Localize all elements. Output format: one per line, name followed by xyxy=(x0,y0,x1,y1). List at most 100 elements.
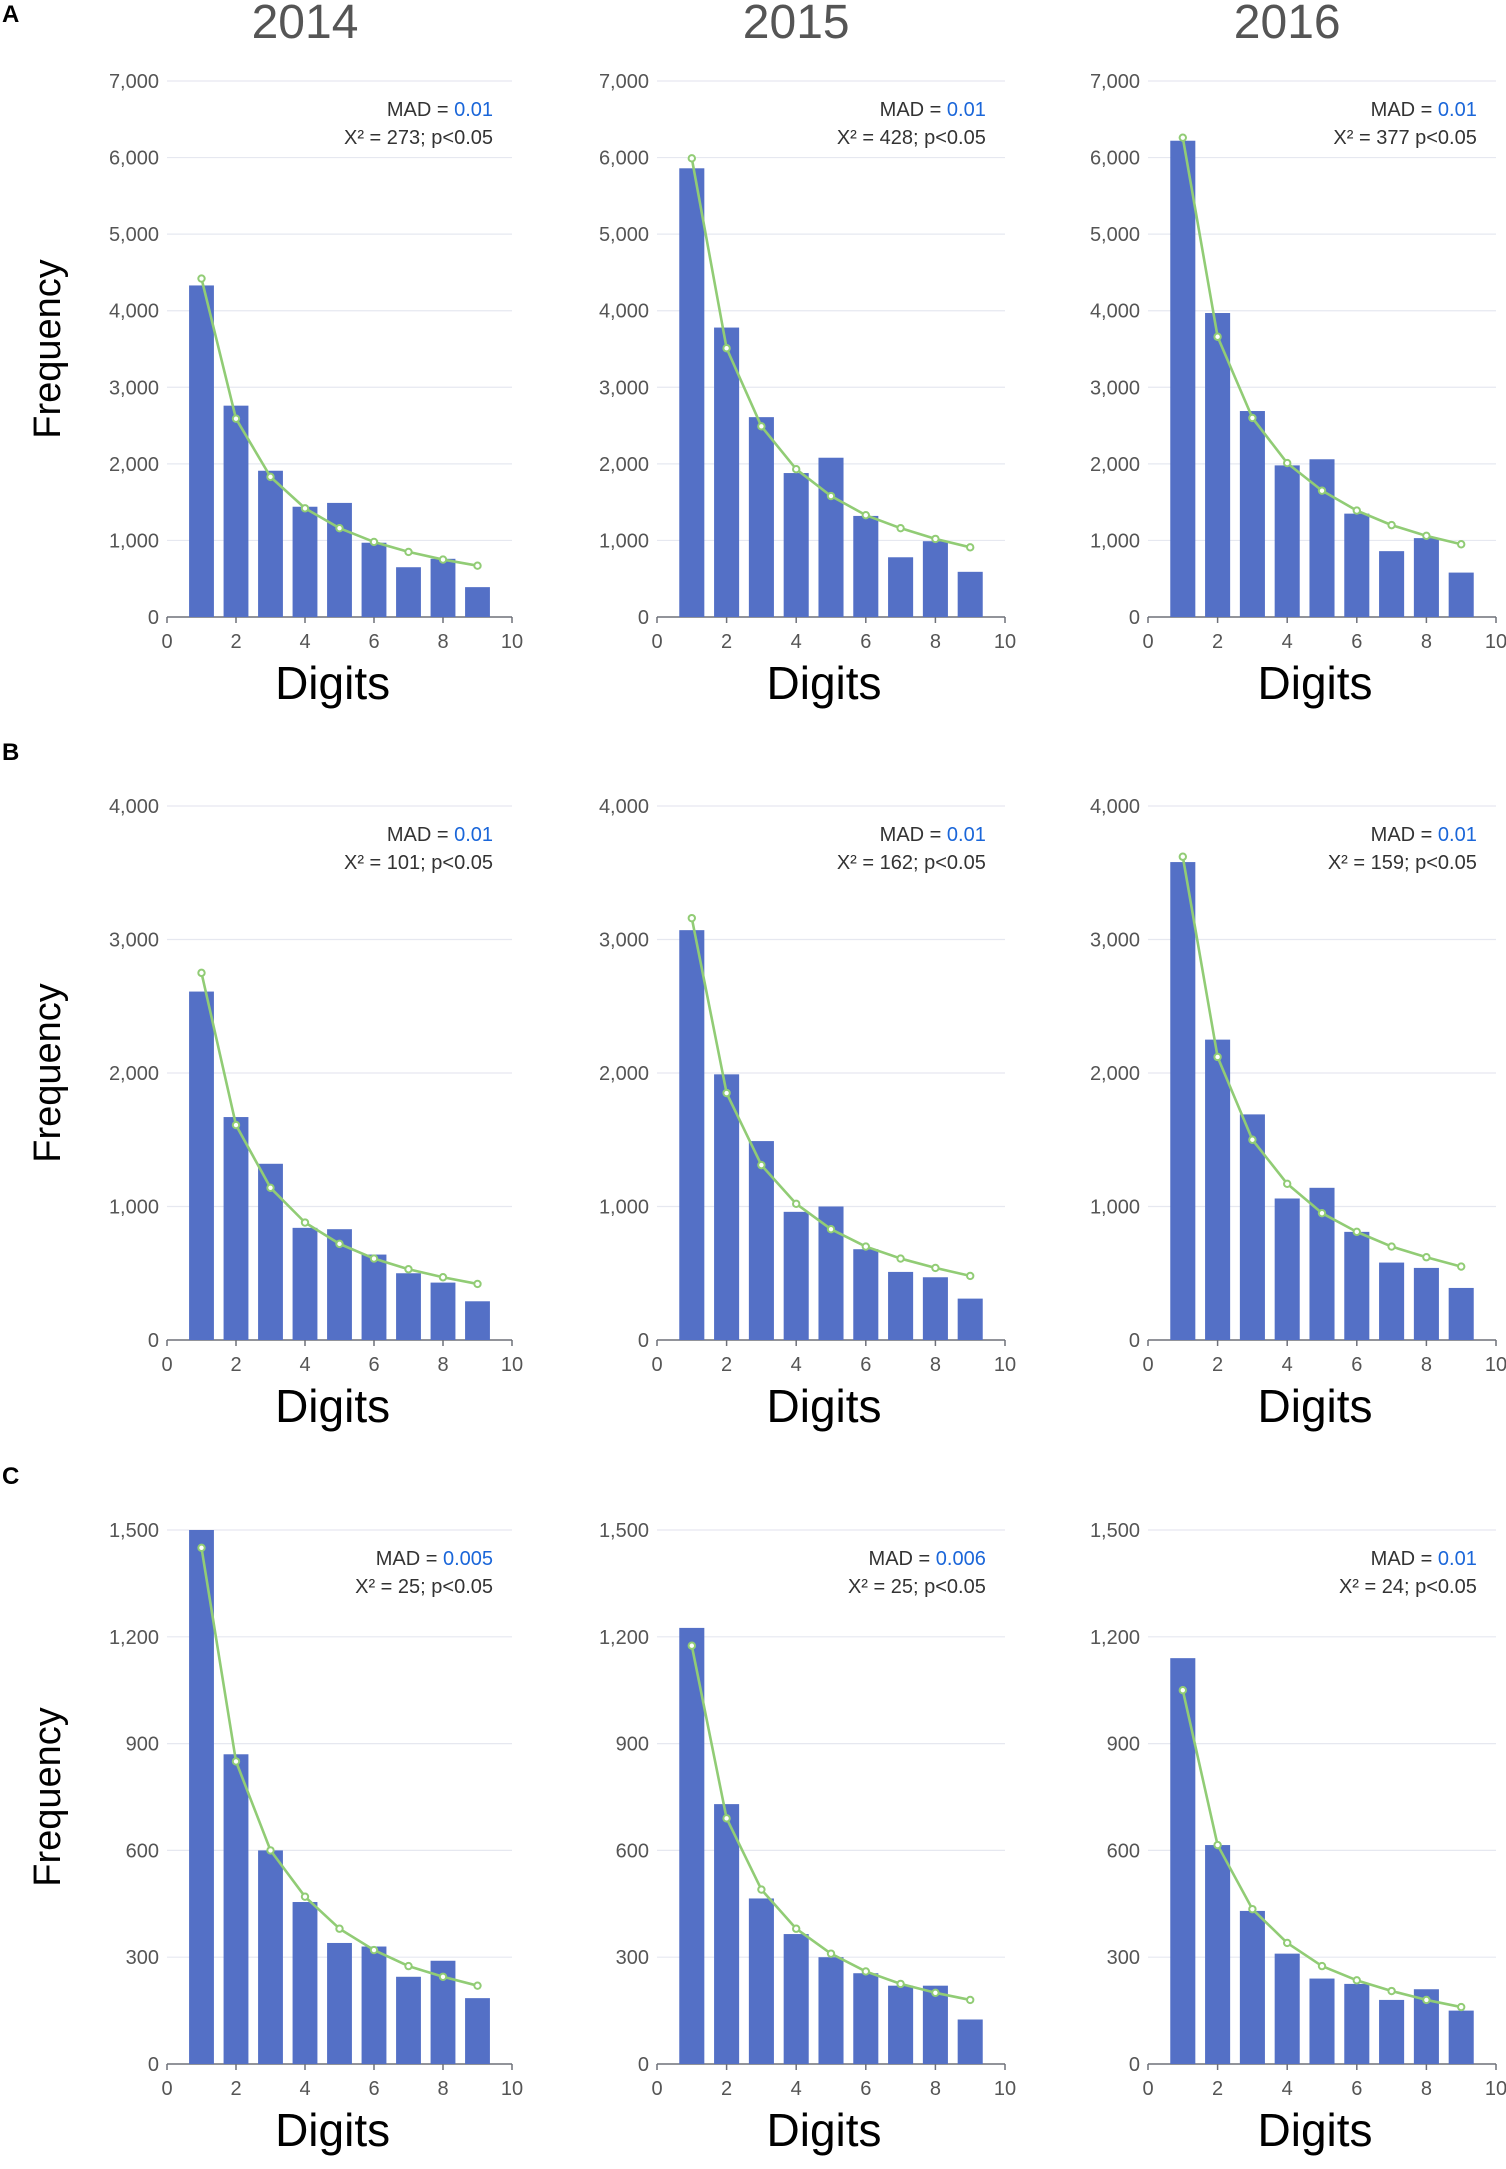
bar-digit-3 xyxy=(258,1163,283,1340)
chi-square-annotation: X² = 377 p<0.05 xyxy=(1333,127,1476,149)
y-tick-label: 0 xyxy=(638,1330,649,1352)
chi-square-annotation: X² = 428; p<0.05 xyxy=(837,127,986,149)
y-tick-label: 900 xyxy=(616,1734,649,1756)
x-tick-label: 0 xyxy=(1142,1354,1153,1376)
expected-point-7 xyxy=(404,547,413,557)
mad-value: 0.01 xyxy=(947,99,986,121)
expected-point-3 xyxy=(266,472,275,482)
expected-point-9 xyxy=(966,1995,975,2005)
y-tick-label: 0 xyxy=(638,2054,649,2076)
expected-point-5 xyxy=(826,1224,836,1234)
x-tick-label: 2 xyxy=(1212,2078,1223,2100)
bar-digit-7 xyxy=(1379,1999,1405,2064)
mad-value: 0.01 xyxy=(454,824,493,846)
x-tick-label: 10 xyxy=(994,1354,1016,1376)
x-tick-label: 6 xyxy=(1351,1354,1362,1376)
bar-digit-2 xyxy=(714,1804,740,2064)
y-tick-label: 300 xyxy=(1107,1947,1140,1969)
y-tick-label: 6,000 xyxy=(109,148,159,170)
expected-point-9 xyxy=(966,543,975,552)
chi-square-annotation: X² = 273; p<0.05 xyxy=(344,127,493,149)
expected-point-1 xyxy=(197,1543,206,1553)
x-tick-label: 8 xyxy=(930,2078,941,2100)
bar-digit-2 xyxy=(223,405,249,617)
y-tick-label: 2,000 xyxy=(599,454,649,476)
x-tick-label: 0 xyxy=(161,1354,172,1376)
expected-point-4 xyxy=(792,1924,801,1933)
bar-digit-9 xyxy=(465,1998,490,2064)
panel-label-A: A xyxy=(2,1,19,28)
x-tick-label: 2 xyxy=(230,2078,241,2100)
y-tick-label: 1,500 xyxy=(1090,1520,1140,1542)
bar-digit-2 xyxy=(1205,313,1231,617)
y-tick-label: 0 xyxy=(148,2054,159,2076)
y-tick-label: 7,000 xyxy=(1090,71,1140,93)
chart-panel-A-2014: 0 1,000 2,000 3,000 4,000 5,000 6,000 7,000 0 2 4 6… xyxy=(109,71,523,709)
bar-digit-2 xyxy=(714,327,740,617)
expected-point-3 xyxy=(757,1160,766,1170)
y-tick-label: 2,000 xyxy=(1090,454,1140,476)
bar-digit-5 xyxy=(327,1942,352,2064)
expected-point-2 xyxy=(231,1120,241,1130)
expected-point-9 xyxy=(473,1981,482,1990)
expected-point-6 xyxy=(369,537,379,547)
bar-digit-3 xyxy=(1239,1114,1265,1340)
expected-point-2 xyxy=(231,414,241,423)
expected-point-9 xyxy=(473,1279,482,1289)
x-tick-label: 0 xyxy=(161,631,172,653)
bar-digit-4 xyxy=(1274,1198,1300,1340)
y-tick-label: 7,000 xyxy=(599,71,649,93)
bar-digit-3 xyxy=(748,1898,774,2064)
x-axis-title: Digits xyxy=(1258,1380,1373,1432)
expected-point-7 xyxy=(896,1979,905,1989)
bar-digit-1 xyxy=(1170,140,1196,617)
chart-panel-C-2016: 0 300 600 900 1,200 1,500 0 2 4 6 8 10 Digits MAD = 0… xyxy=(1090,1520,1506,2156)
y-tick-label: 900 xyxy=(126,1734,159,1756)
bar-digit-2 xyxy=(714,1074,740,1340)
y-tick-label: 600 xyxy=(1107,1840,1140,1862)
y-axis-title: Frequency xyxy=(27,1707,69,1887)
expected-point-3 xyxy=(1248,1135,1257,1144)
expected-point-1 xyxy=(1178,1686,1188,1695)
bar-digit-3 xyxy=(1239,1910,1265,2064)
expected-point-2 xyxy=(722,1088,731,1098)
expected-point-4 xyxy=(1283,1938,1292,1948)
x-tick-label: 4 xyxy=(791,2078,802,2100)
x-tick-label: 10 xyxy=(1485,1354,1506,1376)
y-tick-label: 300 xyxy=(616,1947,649,1969)
expected-point-3 xyxy=(1248,1904,1257,1914)
chi-square-annotation: X² = 162; p<0.05 xyxy=(837,852,986,874)
x-tick-label: 8 xyxy=(437,1354,448,1376)
expected-point-5 xyxy=(335,1924,344,1933)
bar-digit-4 xyxy=(292,1227,318,1340)
x-tick-label: 2 xyxy=(230,631,241,653)
mad-label: MAD = xyxy=(869,1548,936,1570)
expected-point-4 xyxy=(1283,1179,1292,1189)
expected-point-6 xyxy=(1352,1227,1362,1237)
bar-digit-9 xyxy=(465,1301,490,1340)
x-tick-label: 10 xyxy=(994,2078,1016,2100)
y-tick-label: 3,000 xyxy=(109,930,159,952)
expected-point-2 xyxy=(722,1814,731,1823)
bar-digit-7 xyxy=(888,557,914,617)
bar-digit-5 xyxy=(1309,1978,1335,2064)
expected-point-7 xyxy=(1387,520,1396,530)
mad-label: MAD = xyxy=(1371,824,1438,846)
expected-point-2 xyxy=(722,344,731,353)
x-tick-label: 8 xyxy=(437,2078,448,2100)
mad-annotation: MAD = 0.01 xyxy=(880,824,986,846)
chart-panel-C-2015: 0 300 600 900 1,200 1,500 0 2 4 6 8 10 Digits MAD = 0… xyxy=(599,1520,1016,2156)
y-tick-label: 3,000 xyxy=(109,377,159,399)
bar-digit-7 xyxy=(396,1273,421,1340)
expected-point-7 xyxy=(1387,1242,1396,1251)
chart-panel-A-2016: 0 1,000 2,000 3,000 4,000 5,000 6,000 7,000 0 2 4 6… xyxy=(1090,71,1506,709)
mad-label: MAD = xyxy=(387,99,454,121)
bar-digit-7 xyxy=(396,567,421,617)
x-tick-label: 6 xyxy=(1351,2078,1362,2100)
bar-digit-1 xyxy=(189,285,214,617)
chi-square-annotation: X² = 25; p<0.05 xyxy=(848,1576,986,1598)
expected-point-2 xyxy=(1213,1052,1222,1062)
mad-annotation: MAD = 0.01 xyxy=(387,99,493,121)
bar-digit-8 xyxy=(922,1277,948,1340)
